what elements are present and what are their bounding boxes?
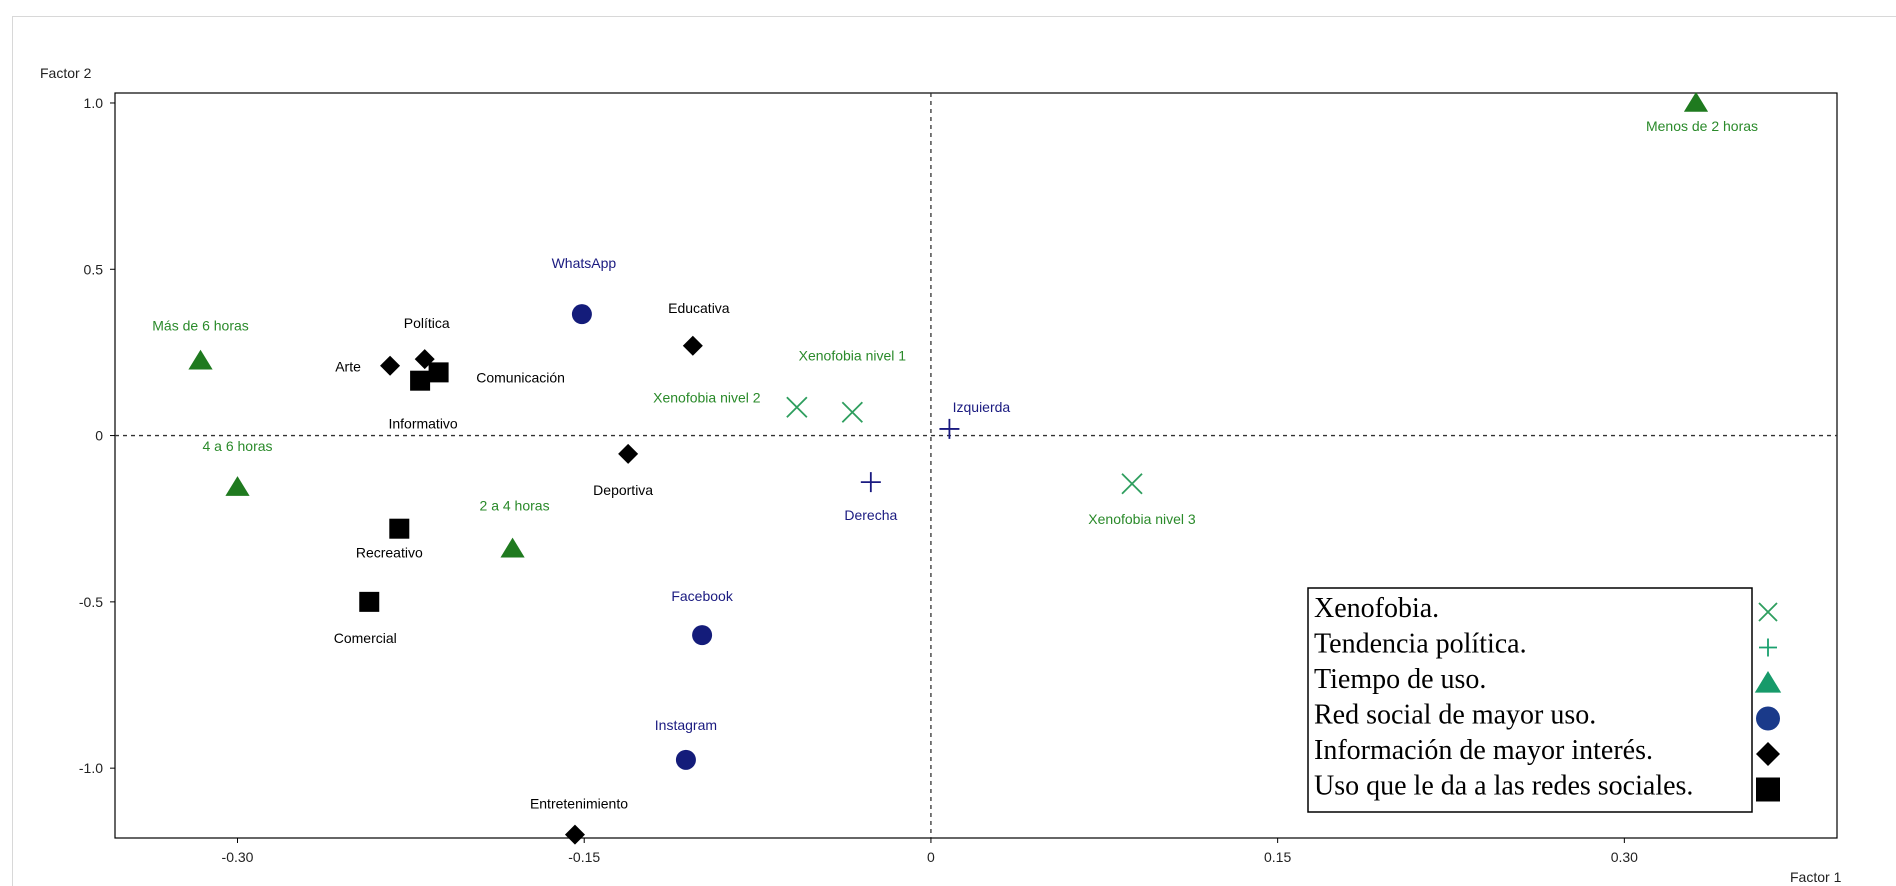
point-label: Política (404, 315, 450, 331)
legend-marker-circle (1756, 706, 1780, 731)
point-label: WhatsApp (552, 255, 617, 271)
point-plus (860, 472, 881, 493)
point-circle (571, 304, 592, 325)
point-label: Derecha (844, 507, 897, 523)
legend: Xenofobia. Tendencia política. Tiempo de u… (1307, 587, 1782, 813)
point-plus (939, 418, 960, 439)
point-diamond (380, 355, 401, 376)
point-diamond (682, 335, 703, 356)
legend-marker-x (1758, 602, 1778, 622)
point-label: Recreativo (356, 545, 423, 561)
legend-entry: Tendencia política. (1314, 629, 1527, 660)
x-tick-label: 0.30 (1611, 849, 1638, 865)
point-label: Izquierda (953, 399, 1011, 415)
point-triangle (500, 537, 525, 558)
point-label: Más de 6 horas (152, 318, 249, 334)
legend-box (1307, 587, 1753, 813)
y-tick-label: -1.0 (79, 760, 103, 776)
x-tick-label: 0 (927, 849, 935, 865)
point-x (1121, 473, 1143, 495)
point-label: 2 a 4 horas (480, 498, 550, 514)
y-tick-label: -0.5 (79, 594, 103, 610)
plot-area (114, 92, 1838, 839)
x-tick-label: -0.30 (222, 849, 254, 865)
x-axis-label: Factor 1 (1790, 869, 1842, 885)
point-triangle (1683, 91, 1709, 112)
point-square (428, 362, 449, 383)
point-square (410, 370, 431, 391)
x-axis-ticks: -0.30 -0.15 0 0.15 0.30 (222, 838, 1638, 865)
point-label: Xenofobia nivel 1 (799, 347, 907, 363)
legend-entry: Red social de mayor uso. (1314, 700, 1596, 731)
point-label: Xenofobia nivel 2 (653, 389, 761, 405)
point-label: Comercial (334, 630, 397, 646)
data-points: Xenofobia nivel 1 Xenofobia nivel 2 Xenofo… (152, 91, 1758, 845)
point-label: Entretenimiento (530, 796, 628, 812)
point-circle (675, 749, 696, 770)
legend-entry: Xenofobia. (1314, 593, 1439, 624)
point-label: Menos de 2 horas (1646, 118, 1758, 134)
point-square (359, 591, 380, 612)
point-label: Deportiva (593, 482, 653, 498)
legend-marker-plus (1759, 638, 1777, 657)
y-tick-label: 1.0 (84, 95, 104, 111)
chart-frame (12, 16, 1896, 886)
point-label: Facebook (671, 588, 733, 604)
point-label: Instagram (655, 717, 717, 733)
legend-entry: Información de mayor interés. (1314, 735, 1653, 766)
point-label: Educativa (668, 300, 730, 316)
point-circle (692, 625, 713, 646)
point-label: 4 a 6 horas (202, 438, 272, 454)
legend-entry: Tiempo de uso. (1314, 664, 1486, 695)
point-label: Xenofobia nivel 3 (1088, 511, 1196, 527)
point-x (841, 401, 863, 423)
point-label: Comunicación (476, 369, 565, 385)
legend-marker-diamond (1756, 742, 1780, 766)
point-diamond (618, 443, 639, 464)
point-triangle (225, 476, 250, 496)
x-tick-label: -0.15 (568, 849, 600, 865)
x-tick-label: 0.15 (1264, 849, 1291, 865)
legend-marker-square (1756, 777, 1780, 802)
point-label: Arte (335, 359, 361, 375)
point-label: Informativo (388, 416, 457, 432)
y-tick-label: 0 (95, 428, 103, 444)
y-axis-label: Factor 2 (40, 65, 92, 81)
point-triangle (188, 349, 213, 370)
point-diamond (564, 824, 585, 845)
point-square (389, 518, 410, 539)
y-tick-label: 0.5 (84, 261, 104, 277)
point-x (786, 396, 808, 418)
legend-entry: Uso que le da a las redes sociales. (1314, 771, 1693, 802)
legend-marker-triangle (1754, 671, 1782, 693)
y-axis-ticks: 1.0 0.5 0 -0.5 -1.0 (79, 95, 115, 776)
